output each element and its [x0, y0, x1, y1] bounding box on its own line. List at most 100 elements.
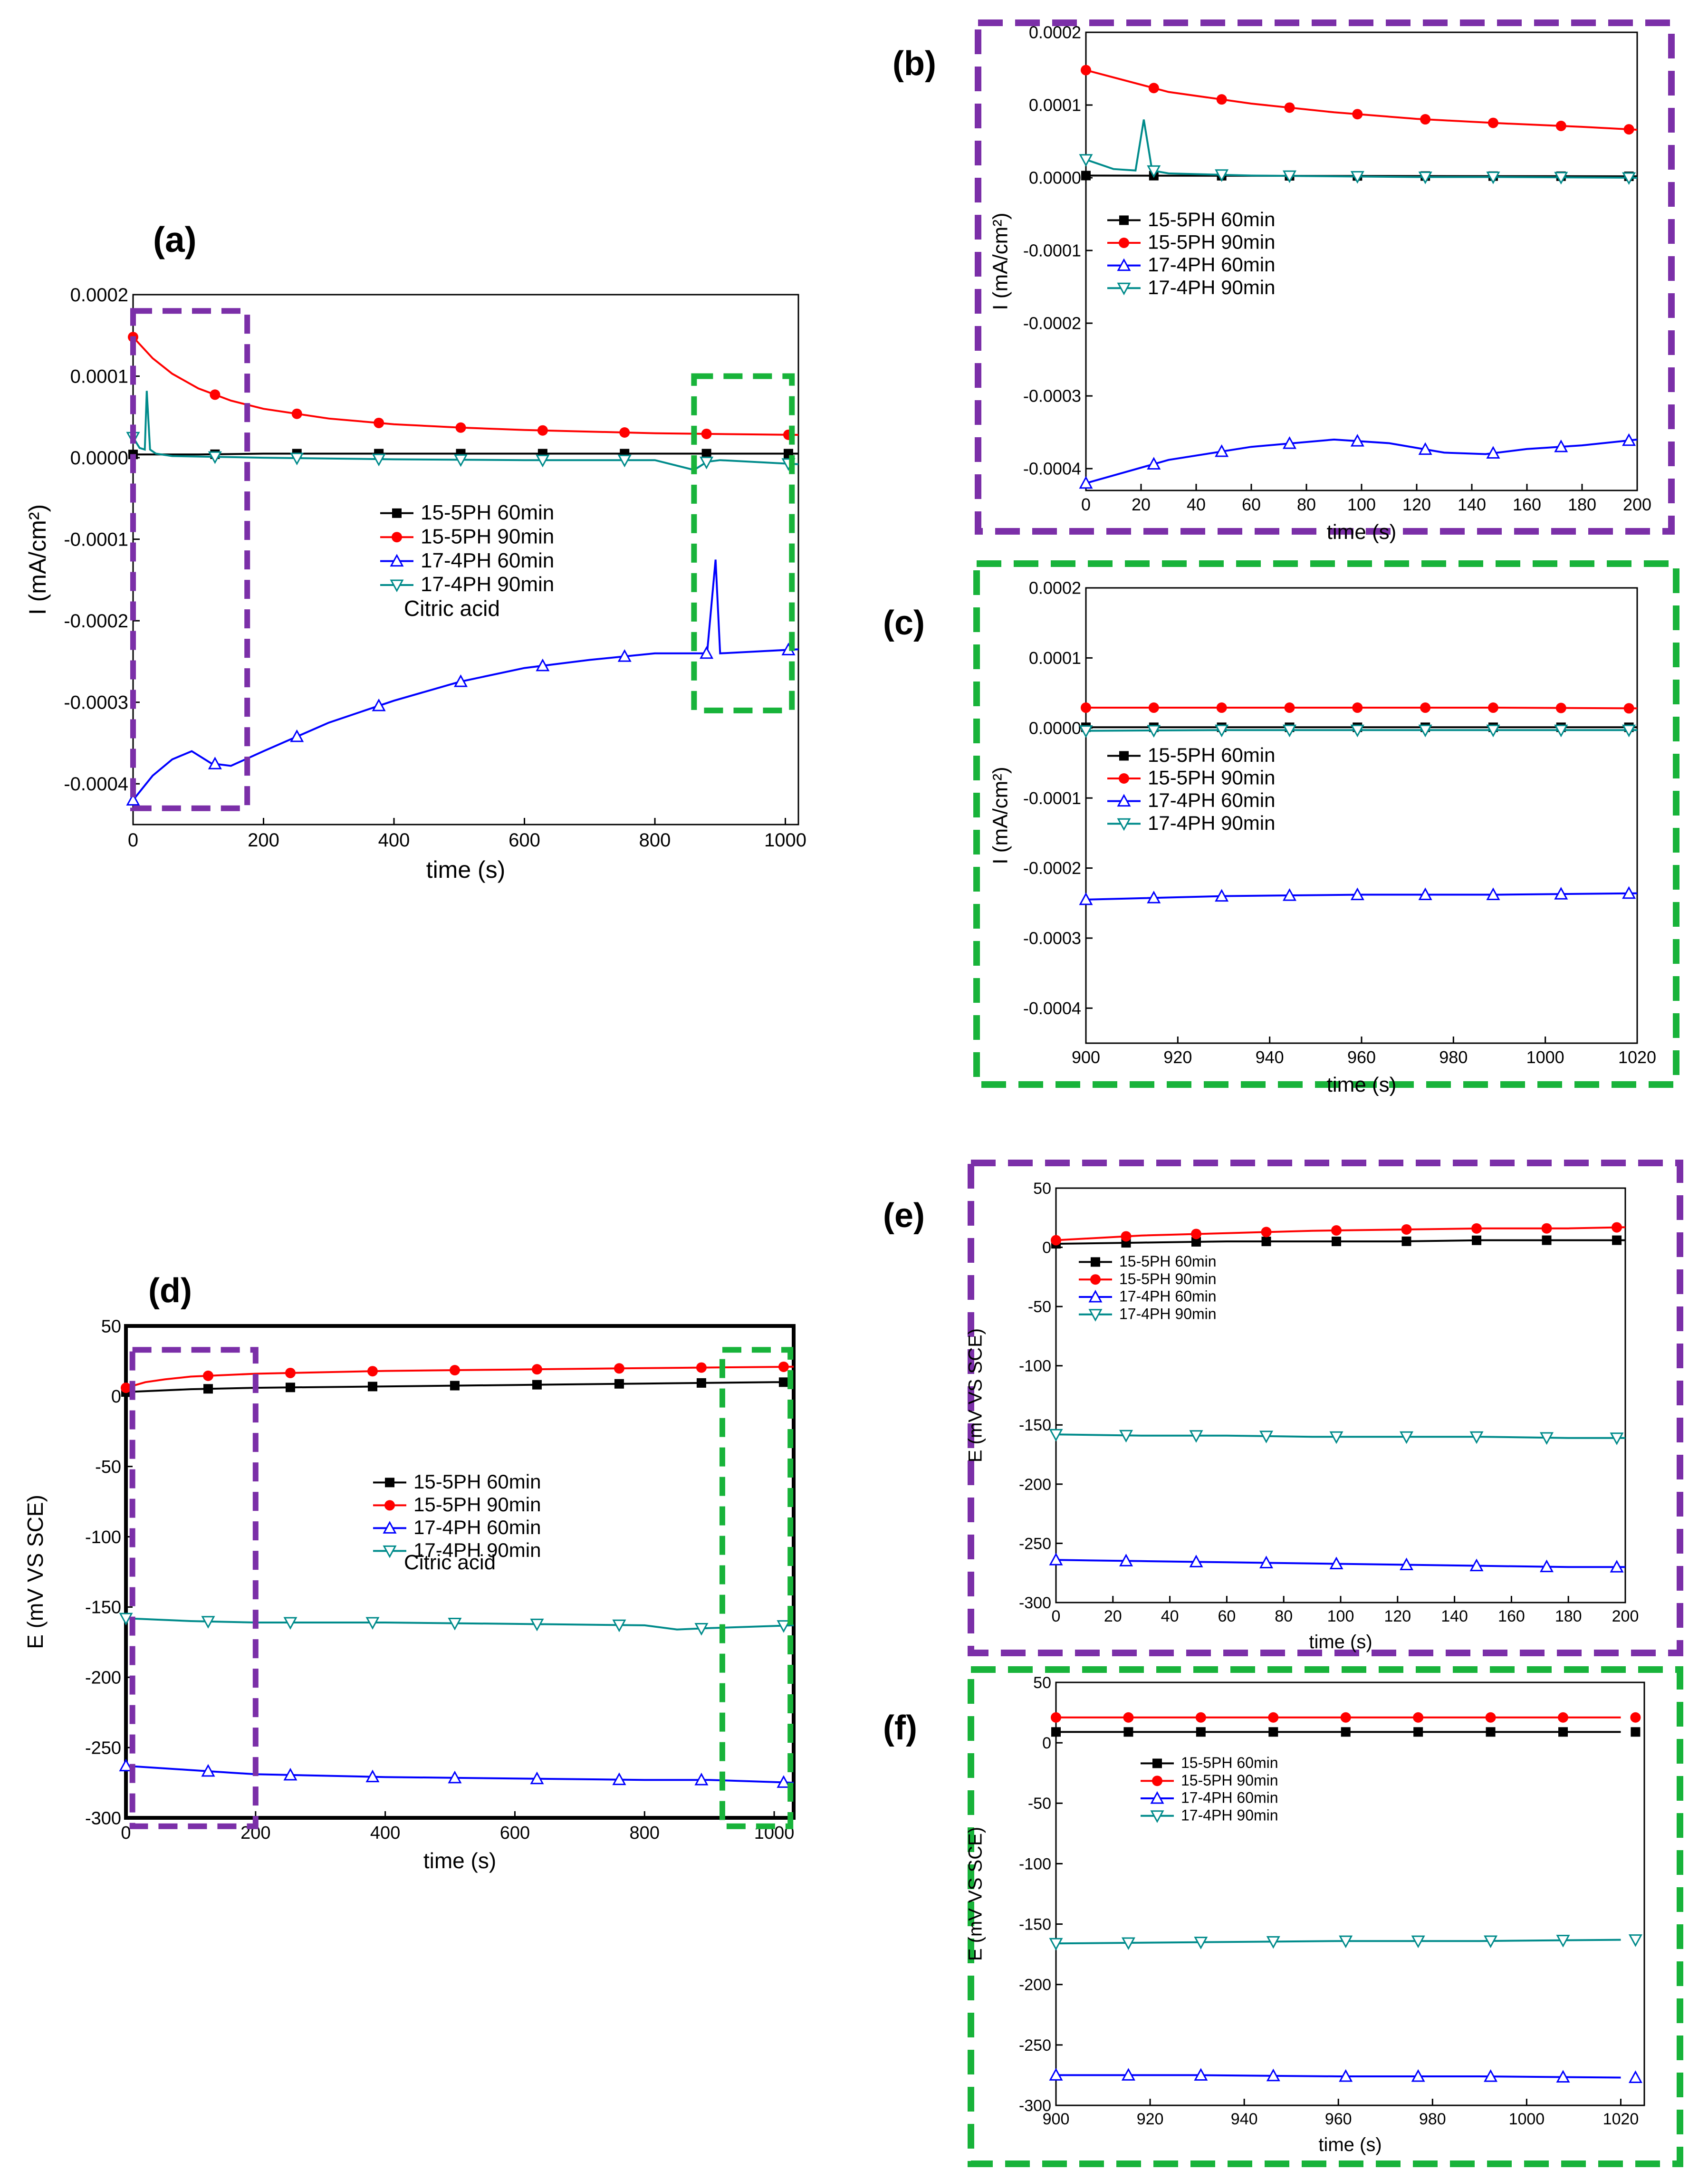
series-line-15-5ph-90min [1056, 1226, 1626, 1241]
y-tick-label: -0.0002 [1023, 858, 1081, 878]
x-tick-label: 400 [370, 1823, 400, 1843]
data-point-marker [1284, 702, 1295, 713]
legend-label: 15-5PH 90min [1181, 1772, 1278, 1789]
x-tick-label: 40 [1187, 495, 1206, 514]
x-tick-label: 1000 [1509, 2110, 1545, 2128]
series-line-15-5ph-60min [133, 452, 798, 456]
legend-label: 17-4PH 60min [421, 549, 554, 572]
data-point-marker [1079, 476, 1093, 489]
y-tick-label: -50 [1028, 1298, 1051, 1316]
series-line-17-4ph-60min [1085, 892, 1638, 901]
data-point-marker [531, 1364, 542, 1375]
data-point-marker [1340, 1712, 1351, 1723]
data-point-marker [1121, 1937, 1135, 1950]
data-point-marker [1418, 442, 1432, 455]
x-tick-label: 80 [1275, 1607, 1293, 1625]
x-tick-label: 0 [128, 830, 138, 851]
x-tick-label: 980 [1419, 2110, 1446, 2128]
data-point-marker [208, 757, 222, 769]
data-point-marker [1352, 109, 1363, 120]
data-point-marker [1539, 1432, 1554, 1445]
data-point-marker [1329, 1431, 1343, 1444]
y-tick-label: -0.0004 [64, 774, 128, 795]
y-tick-label: 0 [111, 1387, 121, 1407]
data-point-marker [536, 658, 550, 672]
data-point-marker [453, 454, 468, 467]
legend-swatch-marker [392, 532, 402, 543]
data-point-marker [1284, 102, 1295, 113]
data-point-marker [1081, 171, 1091, 181]
data-point-marker [700, 456, 714, 470]
legend-swatch-marker [1088, 1289, 1103, 1303]
data-point-marker [1189, 1555, 1203, 1567]
legend-swatch-marker [1088, 1309, 1103, 1322]
legend-swatch-marker [1117, 794, 1131, 807]
data-point-marker [1215, 724, 1229, 738]
data-point-marker [1469, 1431, 1484, 1444]
data-point-marker [1622, 172, 1636, 185]
data-point-marker [1622, 433, 1636, 446]
data-point-marker [290, 452, 304, 466]
y-tick-label: 0 [1042, 1734, 1051, 1752]
data-point-marker [1486, 1727, 1496, 1737]
data-point-marker [1350, 724, 1364, 738]
data-point-marker [1413, 1712, 1424, 1723]
series-line-17-4ph-90min [132, 391, 799, 471]
y-axis-label: E (mV VS SCE) [23, 1495, 48, 1649]
x-tick-label: 60 [1218, 1607, 1236, 1625]
data-point-marker [777, 1620, 791, 1633]
data-point-marker [1051, 1727, 1061, 1737]
data-point-marker [201, 1764, 215, 1777]
legend-swatch-marker [383, 1521, 397, 1534]
data-point-marker [1471, 1223, 1482, 1234]
data-point-marker [283, 1617, 297, 1630]
series-line-15-5ph-90min [125, 1365, 794, 1389]
legend-swatch-marker [383, 1545, 397, 1558]
legend-swatch-marker [1117, 818, 1131, 831]
legend-label: 15-5PH 60min [421, 501, 554, 524]
x-tick-label: 140 [1458, 495, 1486, 514]
data-point-marker [1189, 1430, 1203, 1443]
data-point-marker [1216, 702, 1227, 713]
chart-panel-d: (d)0 200 400 600 800 1000500-50-100-150-200-2… [23, 1272, 796, 1873]
data-point-marker [1350, 887, 1364, 901]
x-tick-label: 160 [1513, 495, 1541, 514]
legend-label: 17-4PH 90min [1148, 812, 1275, 834]
y-tick-label: 0.0002 [70, 285, 128, 306]
data-point-marker [1259, 1431, 1274, 1443]
series-line-17-4ph-90min [1056, 1433, 1625, 1439]
panel-label-f: (f) [883, 1709, 917, 1747]
data-point-marker [1622, 724, 1636, 738]
legend-label: 17-4PH 90min [413, 1539, 541, 1561]
data-point-marker [1148, 702, 1159, 713]
x-tick-label: 100 [1347, 495, 1376, 514]
data-point-marker [1554, 724, 1568, 738]
data-point-marker [617, 454, 632, 468]
data-point-marker [537, 425, 548, 436]
legend-label: 15-5PH 90min [1148, 767, 1275, 789]
series-line-15-5ph-90min [1085, 69, 1638, 131]
data-point-marker [1399, 1557, 1414, 1571]
x-tick-label: 0 [1052, 1607, 1061, 1625]
y-tick-label: -200 [85, 1668, 121, 1688]
series-line-17-4ph-90min [1056, 1939, 1621, 1945]
data-point-marker [367, 1366, 378, 1377]
x-tick-label: 0 [1081, 495, 1091, 514]
y-tick-label: -50 [1028, 1795, 1051, 1813]
x-tick-label: 60 [1242, 495, 1261, 514]
data-point-marker [203, 1384, 213, 1394]
data-point-marker [372, 453, 386, 467]
data-point-marker [1555, 702, 1566, 713]
data-point-marker [1420, 702, 1431, 713]
data-point-marker [1542, 1235, 1552, 1245]
data-point-marker [536, 454, 550, 468]
x-tick-label: 920 [1163, 1047, 1192, 1067]
zoom-box-start [129, 1347, 259, 1829]
y-tick-label: -250 [85, 1738, 121, 1758]
data-point-marker [291, 408, 302, 419]
data-point-marker [1341, 1727, 1351, 1737]
data-point-marker [1554, 172, 1568, 185]
legend-swatch-marker [1152, 1758, 1162, 1768]
data-point-marker [367, 1382, 377, 1392]
panel-label-d: (d) [148, 1272, 192, 1310]
